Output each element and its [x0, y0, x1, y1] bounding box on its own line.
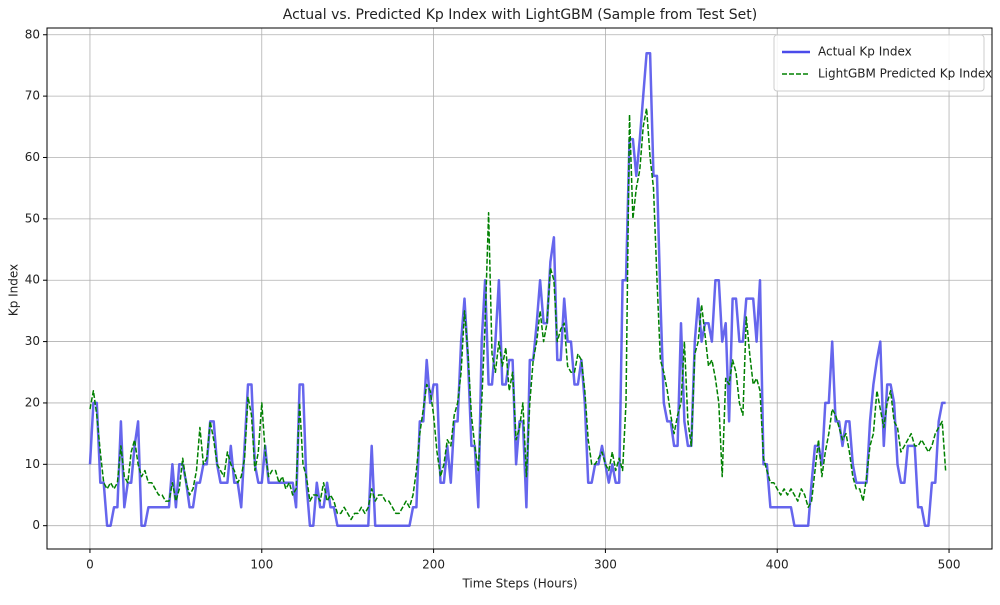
plot-frame: [46, 27, 993, 550]
legend-box: [773, 34, 985, 92]
legend-label: Actual Kp Index: [818, 45, 912, 59]
y-tick-label: 10: [25, 457, 40, 471]
x-axis-label: Time Steps (Hours): [461, 577, 577, 591]
y-tick-label: 20: [25, 395, 40, 409]
y-tick-label: 40: [25, 273, 40, 287]
x-tick-label: 100: [250, 558, 273, 572]
chart-title: Actual vs. Predicted Kp Index with Light…: [283, 7, 757, 23]
y-tick-label: 70: [25, 89, 40, 103]
y-tick-label: 60: [25, 150, 40, 164]
legend-label: LightGBM Predicted Kp Index: [818, 67, 992, 81]
y-tick-label: 0: [32, 518, 40, 532]
x-tick-label: 200: [422, 558, 445, 572]
y-tick-label: 50: [25, 211, 40, 225]
data-line: [89, 107, 947, 521]
x-tick-label: 400: [766, 558, 789, 572]
y-tick-label: 80: [25, 27, 40, 41]
x-tick-label: 0: [86, 558, 94, 572]
x-tick-label: 500: [938, 558, 961, 572]
data-line: [88, 51, 946, 527]
y-tick-label: 30: [25, 334, 40, 348]
x-tick-label: 300: [594, 558, 617, 572]
y-axis-label: Kp Index: [7, 264, 21, 316]
